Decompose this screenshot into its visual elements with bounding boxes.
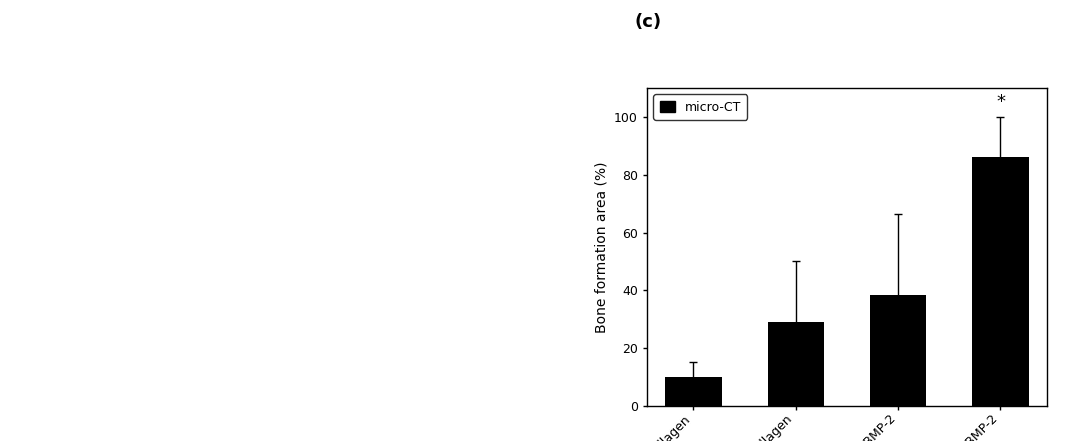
Legend: micro-CT: micro-CT bbox=[653, 94, 747, 120]
Bar bbox=[768, 322, 824, 406]
Bar bbox=[665, 377, 722, 406]
Text: *: * bbox=[996, 93, 1005, 111]
Y-axis label: Bone formation area (%): Bone formation area (%) bbox=[595, 161, 609, 333]
Bar bbox=[870, 295, 926, 406]
Text: (c): (c) bbox=[634, 13, 661, 31]
Bar bbox=[972, 157, 1029, 406]
